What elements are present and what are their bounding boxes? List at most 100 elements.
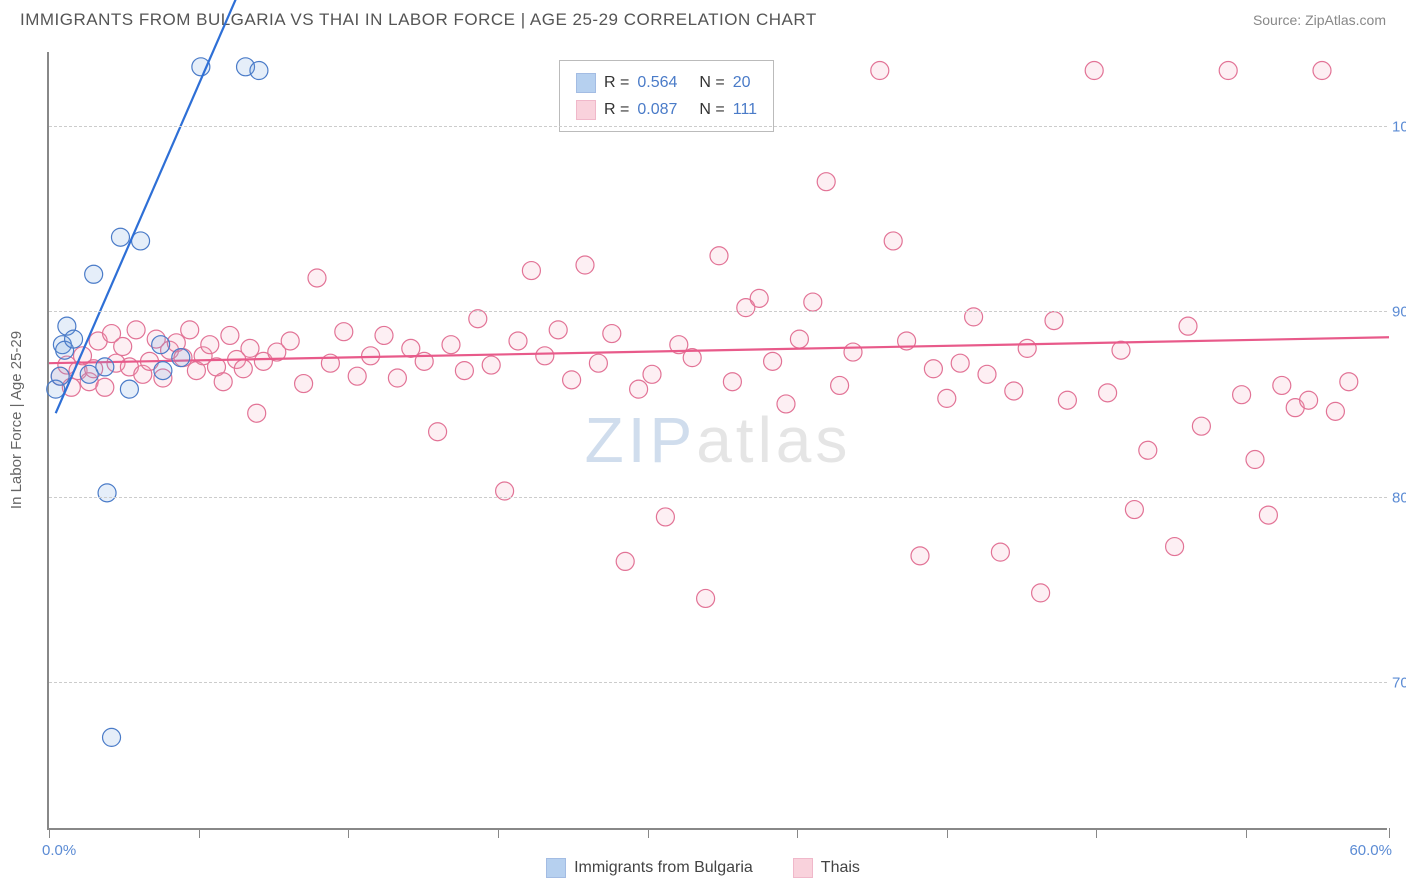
data-point: [643, 365, 661, 383]
data-point: [831, 376, 849, 394]
data-point: [120, 380, 138, 398]
x-tick: [199, 828, 200, 838]
data-point: [402, 339, 420, 357]
legend-swatch: [576, 100, 596, 120]
data-point: [65, 330, 83, 348]
data-point: [978, 365, 996, 383]
gridline: 90.0%: [49, 311, 1387, 312]
data-point: [522, 262, 540, 280]
chart-header: IMMIGRANTS FROM BULGARIA VS THAI IN LABO…: [0, 0, 1406, 38]
data-point: [777, 395, 795, 413]
data-point: [817, 173, 835, 191]
data-point: [1099, 384, 1117, 402]
data-point: [764, 352, 782, 370]
data-point: [750, 289, 768, 307]
y-tick-label: 90.0%: [1392, 304, 1406, 321]
data-point: [181, 321, 199, 339]
data-point: [1085, 62, 1103, 80]
data-point: [281, 332, 299, 350]
data-point: [1058, 391, 1076, 409]
data-point: [234, 360, 252, 378]
series-legend: Immigrants from Bulgaria Thais: [0, 858, 1406, 878]
x-tick: [49, 828, 50, 838]
data-point: [563, 371, 581, 389]
data-point: [844, 343, 862, 361]
data-point: [1192, 417, 1210, 435]
chart-plot-area: ZIPatlas R =0.564N =20R =0.087N =111 70.…: [47, 52, 1387, 830]
data-point: [991, 543, 1009, 561]
data-point: [1179, 317, 1197, 335]
data-point: [335, 323, 353, 341]
data-point: [1125, 501, 1143, 519]
data-point: [85, 265, 103, 283]
data-point: [549, 321, 567, 339]
data-point: [172, 349, 190, 367]
data-point: [1273, 376, 1291, 394]
legend-item: Immigrants from Bulgaria: [546, 858, 753, 878]
legend-swatch: [793, 858, 813, 878]
data-point: [1032, 584, 1050, 602]
data-point: [221, 326, 239, 344]
y-tick-label: 70.0%: [1392, 674, 1406, 691]
data-point: [804, 293, 822, 311]
r-label: R =: [604, 96, 629, 123]
data-point: [616, 552, 634, 570]
y-tick-label: 80.0%: [1392, 489, 1406, 506]
legend-swatch: [546, 858, 566, 878]
data-point: [589, 354, 607, 372]
data-point: [911, 547, 929, 565]
gridline: 70.0%: [49, 682, 1387, 683]
data-point: [951, 354, 969, 372]
data-point: [1139, 441, 1157, 459]
data-point: [114, 338, 132, 356]
data-point: [429, 423, 447, 441]
data-point: [250, 62, 268, 80]
data-point: [924, 360, 942, 378]
data-point: [375, 326, 393, 344]
data-point: [348, 367, 366, 385]
series-label: Thais: [821, 859, 860, 877]
x-tick: [1096, 828, 1097, 838]
gridline: 80.0%: [49, 497, 1387, 498]
data-point: [1246, 451, 1264, 469]
x-tick: [648, 828, 649, 838]
data-point: [201, 336, 219, 354]
r-label: R =: [604, 69, 629, 96]
data-point: [96, 378, 114, 396]
x-tick: [797, 828, 798, 838]
n-value: 111: [733, 96, 757, 123]
x-min-label: 0.0%: [42, 842, 76, 859]
x-max-label: 60.0%: [1349, 842, 1392, 859]
stats-legend: R =0.564N =20R =0.087N =111: [559, 60, 774, 132]
data-point: [96, 358, 114, 376]
data-point: [111, 228, 129, 246]
data-point: [884, 232, 902, 250]
data-point: [248, 404, 266, 422]
x-tick: [1389, 828, 1390, 838]
data-point: [630, 380, 648, 398]
r-value: 0.564: [637, 69, 677, 96]
data-point: [295, 375, 313, 393]
data-point: [482, 356, 500, 374]
data-point: [509, 332, 527, 350]
legend-row: R =0.564N =20: [576, 69, 757, 96]
chart-svg: [49, 52, 1387, 828]
x-tick: [498, 828, 499, 838]
data-point: [576, 256, 594, 274]
n-label: N =: [699, 69, 724, 96]
data-point: [442, 336, 460, 354]
data-point: [1313, 62, 1331, 80]
data-point: [1005, 382, 1023, 400]
data-point: [710, 247, 728, 265]
x-tick: [348, 828, 349, 838]
series-label: Immigrants from Bulgaria: [574, 859, 753, 877]
n-label: N =: [699, 96, 724, 123]
data-point: [1045, 312, 1063, 330]
data-point: [51, 367, 69, 385]
data-point: [308, 269, 326, 287]
gridline: 100.0%: [49, 126, 1387, 127]
data-point: [455, 362, 473, 380]
data-point: [469, 310, 487, 328]
data-point: [723, 373, 741, 391]
data-point: [388, 369, 406, 387]
